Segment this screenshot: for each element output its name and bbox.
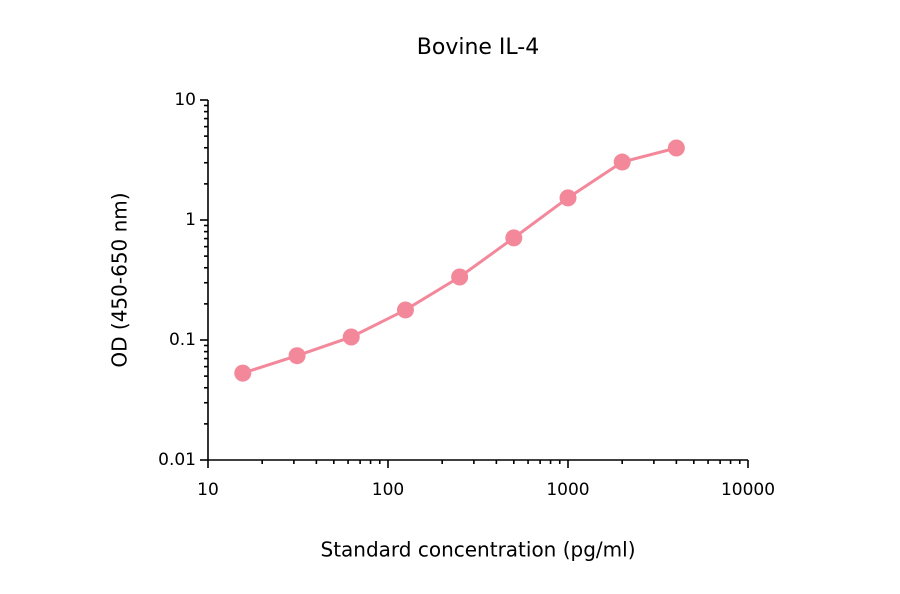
y-axis-title: OD (450-650 nm) (108, 192, 132, 367)
y-tick-label: 10 (174, 90, 196, 110)
x-tick-label: 1000 (546, 480, 589, 500)
data-point (288, 347, 306, 365)
x-axis-title: Standard concentration (pg/ml) (321, 538, 636, 562)
y-tick-label: 0.01 (158, 450, 196, 470)
data-point (451, 268, 469, 286)
x-tick-label: 100 (372, 480, 404, 500)
chart-title: Bovine IL-4 (417, 35, 539, 60)
data-point (559, 189, 577, 207)
data-point (396, 301, 414, 319)
x-tick-label: 10 (197, 480, 219, 500)
series-line (242, 146, 677, 375)
data-point (342, 328, 360, 346)
x-tick-label: 10000 (721, 480, 775, 500)
y-tick-label: 0.1 (169, 330, 196, 350)
data-point (613, 153, 631, 171)
data-point (234, 364, 252, 382)
y-tick-label: 1 (185, 210, 196, 230)
data-point (667, 139, 685, 157)
data-point (505, 229, 523, 247)
